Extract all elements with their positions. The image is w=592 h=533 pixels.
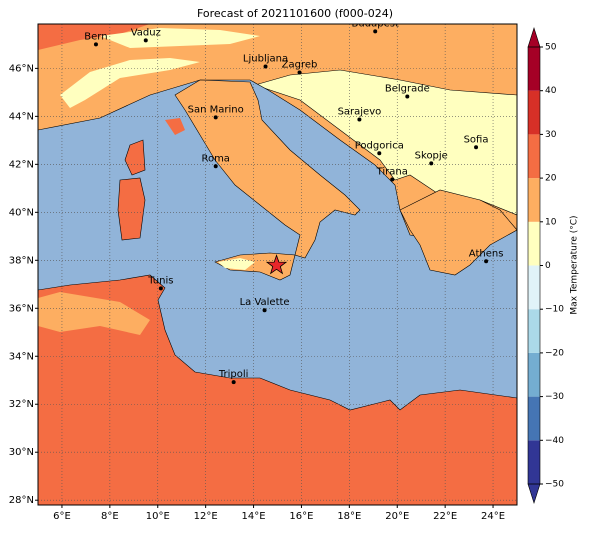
y-tick-label: 32°N <box>9 399 34 410</box>
city-label: Podgorica <box>355 140 404 151</box>
title: Forecast of 2021101600 (f000-024) <box>197 7 393 20</box>
colorbar-tick-label: 30 <box>545 130 557 140</box>
city-dot <box>297 70 302 75</box>
city-label: Skopje <box>415 150 448 161</box>
sardinia <box>117 177 146 241</box>
city-label: Tripoli <box>218 369 249 380</box>
colorbar-tick-label: 10 <box>545 217 557 227</box>
x-tick-label: 24°E <box>481 511 505 522</box>
city-dot <box>93 42 98 47</box>
colorbar-band <box>528 396 540 441</box>
city-label: Sarajevo <box>338 106 382 117</box>
city-dot <box>357 117 362 122</box>
city-label: Belgrade <box>385 83 430 94</box>
y-tick-label: 46°N <box>9 63 34 74</box>
gridlines <box>38 24 517 505</box>
x-tick-label: 22°E <box>433 511 457 522</box>
cool-zone <box>100 28 260 48</box>
city-label: Roma <box>201 153 230 164</box>
colorbar-band <box>528 47 540 91</box>
colorbar-tick-label: 40 <box>545 86 557 96</box>
colorbar-extend <box>527 483 541 504</box>
x-tick-label: 14°E <box>242 511 266 522</box>
x-tick-label: 8°E <box>101 511 119 522</box>
x-tick-label: 6°E <box>53 511 71 522</box>
colorbar-tick-label: −50 <box>545 480 564 490</box>
colorbar-band <box>528 309 540 353</box>
warm-zone <box>38 24 150 50</box>
city-dot <box>213 164 218 169</box>
city-label: Tunis <box>147 275 173 286</box>
city-label: La Valette <box>240 297 290 308</box>
city-dot <box>429 161 434 166</box>
colorbar-tick-label: 50 <box>545 43 557 53</box>
star-marker <box>265 254 288 275</box>
x-tick-label: 20°E <box>385 511 409 522</box>
axes: 6°E 8°E 10°E 12°E 14°E 16°E 18°E 20°E 22°E 24°E 28… <box>9 63 505 522</box>
colorbar-label: Max Temperature (°C) <box>570 215 580 314</box>
city-dot <box>474 145 479 150</box>
y-tick-label: 44°N <box>9 111 34 122</box>
colorbar-tick-label: −40 <box>545 436 564 446</box>
y-tick-label: 30°N <box>9 447 34 458</box>
y-tick-label: 36°N <box>9 303 34 314</box>
colorbar: −50 −40 −30 −20 −10 0 10 20 30 40 50 Max Temperatur… <box>527 27 580 504</box>
colorbar-tick-label: −30 <box>545 392 564 402</box>
cool-zone <box>218 258 255 270</box>
colorbar-band <box>528 178 540 222</box>
city-label: Tirana <box>376 166 408 177</box>
city-dot <box>373 29 378 34</box>
colorbar-band <box>528 352 540 397</box>
cool-zone <box>60 58 200 108</box>
colorbar-extend <box>527 27 541 48</box>
x-tick-label: 18°E <box>337 511 361 522</box>
colorbar-band <box>528 265 540 310</box>
colorbar-tick-label: −10 <box>545 305 564 315</box>
city-label: Bern <box>84 31 107 42</box>
city-dot <box>390 177 395 182</box>
colorbar-band <box>528 134 540 179</box>
city-dot <box>484 259 489 264</box>
city-label: Ljubljana <box>243 53 288 64</box>
italy <box>174 79 361 259</box>
y-tick-label: 38°N <box>9 255 34 266</box>
corsica <box>124 139 146 176</box>
colorbar-band <box>528 440 540 484</box>
city-label: Sofia <box>464 134 489 145</box>
colorbar-band <box>528 221 540 266</box>
y-tick-label: 40°N <box>9 207 34 218</box>
city-label: Athens <box>469 248 504 259</box>
city-label: Vaduz <box>131 27 161 38</box>
y-tick-label: 42°N <box>9 159 34 170</box>
x-tick-label: 10°E <box>146 511 170 522</box>
city-label: Budapest <box>352 18 399 29</box>
city-label: San Marino <box>188 104 244 115</box>
colorbar-tick-label: 20 <box>545 174 557 184</box>
mild-zone <box>38 292 150 335</box>
y-tick-label: 28°N <box>9 495 34 506</box>
warm-zone <box>165 118 185 135</box>
greece <box>399 189 517 276</box>
x-tick-label: 16°E <box>289 511 313 522</box>
colorbar-tick-label: 0 <box>545 261 551 271</box>
city-label: Zagreb <box>282 59 318 70</box>
city-dot <box>213 115 218 120</box>
city-dot <box>263 64 268 69</box>
colorbar-band <box>528 90 540 135</box>
city-dot <box>405 94 410 99</box>
city-dot <box>377 151 382 156</box>
x-tick-label: 12°E <box>194 511 218 522</box>
city-dot <box>143 38 148 43</box>
city-dot <box>158 286 163 291</box>
colorbar-tick-label: −20 <box>545 348 564 358</box>
city-dot <box>262 308 267 313</box>
y-tick-label: 34°N <box>9 351 34 362</box>
city-dot <box>231 380 236 385</box>
map-frame <box>37 23 518 506</box>
